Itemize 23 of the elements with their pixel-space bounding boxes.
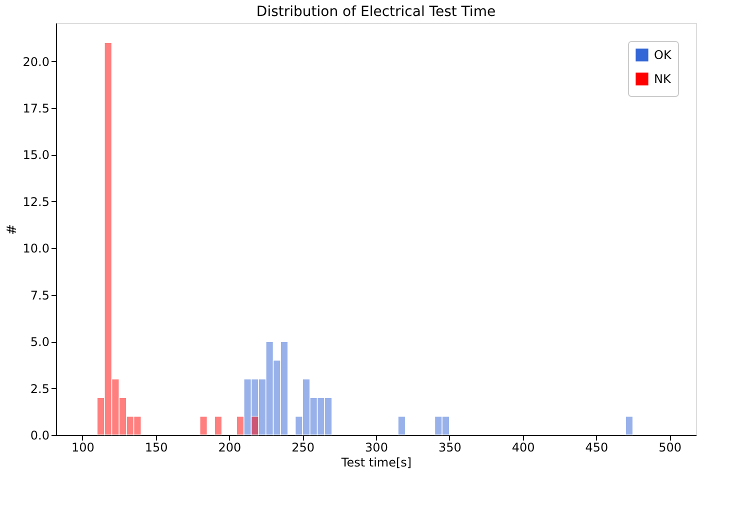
x-tick-label: 300 <box>365 440 388 454</box>
x-tick-label: 200 <box>218 440 242 454</box>
y-tick-label: 17.5 <box>22 102 50 116</box>
x-tick-label: 350 <box>438 440 462 454</box>
chart-title: Distribution of Electrical Test Time <box>256 4 496 20</box>
x-tick-label: 400 <box>512 440 535 454</box>
y-tick-label: 10.0 <box>22 242 50 256</box>
y-tick-label: 7.5 <box>30 288 50 302</box>
y-tick-label: 2.5 <box>30 382 50 396</box>
y-tick-label: 15.0 <box>22 148 50 162</box>
legend-label: NK <box>654 72 672 86</box>
x-tick-label: 150 <box>144 440 168 454</box>
y-tick-label: 0.0 <box>30 428 50 442</box>
y-tick-label: 12.5 <box>22 194 50 209</box>
x-tick-label: 100 <box>71 440 94 454</box>
y-axis-title: # <box>4 224 20 235</box>
y-tick-label: 5.0 <box>30 335 50 350</box>
y-tick-label: 20.0 <box>22 54 50 69</box>
x-tick-label: 450 <box>585 440 608 454</box>
x-tick-label: 500 <box>658 440 682 454</box>
x-tick-label: 250 <box>292 440 315 454</box>
legend-label: OK <box>654 48 672 62</box>
x-axis-title: Test time[s] <box>340 456 412 470</box>
